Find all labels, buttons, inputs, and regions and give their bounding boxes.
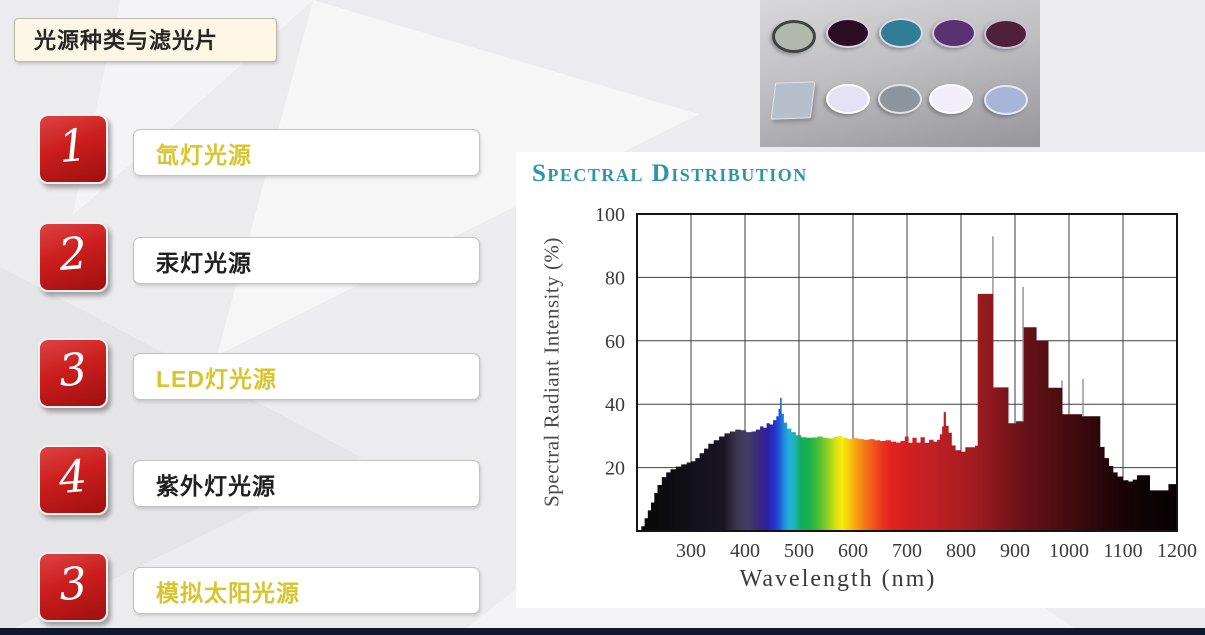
x-tick-label: 800 (946, 540, 976, 562)
spectrum-area (637, 293, 1177, 531)
x-tick-label: 900 (1000, 540, 1030, 562)
plum-filter (984, 19, 1028, 49)
x-tick-label: 600 (838, 540, 868, 562)
x-axis-label: Wavelength (nm) (739, 566, 937, 592)
number-badge: 3 (38, 338, 108, 408)
square-glass-filter (770, 81, 816, 120)
number-badge: 3 (38, 552, 108, 622)
list-item: 4 紫外灯光源 (38, 445, 480, 515)
number-badge: 2 (38, 222, 108, 292)
list-item: 2 汞灯光源 (38, 222, 480, 292)
silver-rimmed-lens (772, 20, 816, 53)
x-tick-label: 1200 (1157, 540, 1197, 562)
slide-title: 光源种类与滤光片 (14, 18, 277, 62)
list-item: 3 LED灯光源 (38, 338, 480, 408)
spectral-chart-svg: 300 400 500 600 700 800 900 1000 1100 1200 20 40 60 8… (595, 204, 1197, 562)
x-tick-label: 300 (676, 540, 706, 562)
chart-title: Spectral Distribution (532, 160, 808, 187)
number-badge: 1 (38, 114, 108, 184)
y-tick-label: 100 (595, 204, 625, 226)
spectral-chart-panel: Spectral Distribution Spectral Radiant I… (516, 152, 1205, 608)
purple-filter (932, 18, 976, 48)
light-blue-filter (984, 85, 1028, 115)
y-tick-label: 60 (605, 331, 625, 353)
y-tick-label: 80 (605, 267, 625, 289)
number-badge: 4 (38, 445, 108, 515)
teal-filter (879, 18, 923, 48)
list-item: 3 模拟太阳光源 (38, 552, 480, 622)
item-label-box: LED灯光源 (133, 353, 480, 400)
x-tick-label: 1100 (1103, 540, 1142, 562)
dark-maroon-filter (826, 18, 870, 48)
y-tick-label: 40 (605, 394, 625, 416)
pale-lavender-filter (826, 84, 870, 114)
x-tick-label: 700 (892, 540, 922, 562)
item-label-box: 紫外灯光源 (133, 460, 480, 507)
x-tick-label: 1000 (1049, 540, 1089, 562)
y-tick-label: 20 (605, 458, 625, 480)
item-label-box: 模拟太阳光源 (133, 567, 480, 614)
bottom-bar (0, 628, 1205, 635)
item-label-box: 汞灯光源 (133, 237, 480, 284)
x-tick-label: 500 (784, 540, 814, 562)
gray-filter (878, 84, 922, 114)
plot-border (636, 213, 1178, 532)
filters-photo (760, 0, 1040, 147)
list-item: 1 氙灯光源 (38, 114, 480, 184)
item-label-box: 氙灯光源 (133, 129, 480, 176)
white-filter (929, 84, 973, 114)
x-tick-label: 400 (730, 540, 760, 562)
